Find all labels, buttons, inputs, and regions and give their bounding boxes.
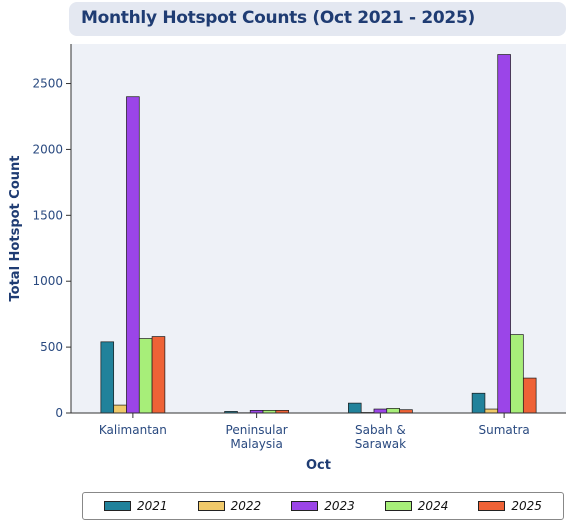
bar-2021-0 xyxy=(100,341,115,414)
legend-item-2021: 2021 xyxy=(104,499,168,513)
bar-2023-3 xyxy=(497,54,511,414)
legend-label: 2024 xyxy=(417,499,449,513)
bar-2021-3 xyxy=(471,392,486,414)
legend-label: 2023 xyxy=(324,499,355,513)
legend-swatch xyxy=(478,501,506,511)
y-tick-label: 0 xyxy=(55,406,63,420)
x-tick-label: Malaysia xyxy=(230,437,282,451)
y-tick-label: 1500 xyxy=(32,208,63,222)
bar-2023-0 xyxy=(126,96,140,414)
legend-item-2022: 2022 xyxy=(197,499,262,513)
legend-swatch xyxy=(384,501,412,511)
y-tick-label: 500 xyxy=(40,340,63,354)
y-tick-label: 2500 xyxy=(32,77,63,91)
legend-swatch xyxy=(197,501,225,511)
bar-2021-2 xyxy=(348,402,362,414)
bar-2025-0 xyxy=(151,336,166,414)
legend-swatch xyxy=(104,501,132,511)
bar-chart: 0 500 1000 1500 2000 2500 Kalimantan Peninsular… xyxy=(8,44,566,473)
legend-item-2025: 2025 xyxy=(478,499,542,513)
y-axis-title: Total Hotspot Count xyxy=(8,156,23,302)
chart-title-box: Monthly Hotspot Counts (Oct 2021 - 2025) xyxy=(69,2,566,36)
y-tick-label: 1000 xyxy=(32,274,63,288)
bar-2023-2 xyxy=(373,408,388,414)
bar-2024-3 xyxy=(510,334,524,414)
bar-2025-3 xyxy=(522,377,537,414)
chart-title: Monthly Hotspot Counts (Oct 2021 - 2025) xyxy=(81,8,475,28)
legend-label: 2025 xyxy=(511,499,542,513)
x-axis-title: Oct xyxy=(306,458,331,473)
legend-label: 2022 xyxy=(230,499,262,513)
bar-2024-0 xyxy=(138,338,153,414)
x-tick-label: Peninsular xyxy=(226,423,288,437)
x-tick-label: Sumatra xyxy=(478,423,529,437)
legend-item-2024: 2024 xyxy=(384,499,449,513)
y-tick-label: 2000 xyxy=(32,142,63,156)
x-tick-label: Sabah & xyxy=(355,423,406,437)
legend-swatch xyxy=(291,501,319,511)
x-tick-label: Sarawak xyxy=(355,437,406,451)
bar-2022-0 xyxy=(113,404,127,414)
legend-item-2023: 2023 xyxy=(291,499,355,513)
legend-label: 2021 xyxy=(137,499,168,513)
x-tick-label: Kalimantan xyxy=(99,423,167,437)
bar-2024-2 xyxy=(386,408,400,414)
bar-2022-3 xyxy=(484,408,499,414)
chart-legend: 2021 2022 2023 2024 2025 xyxy=(82,492,564,520)
